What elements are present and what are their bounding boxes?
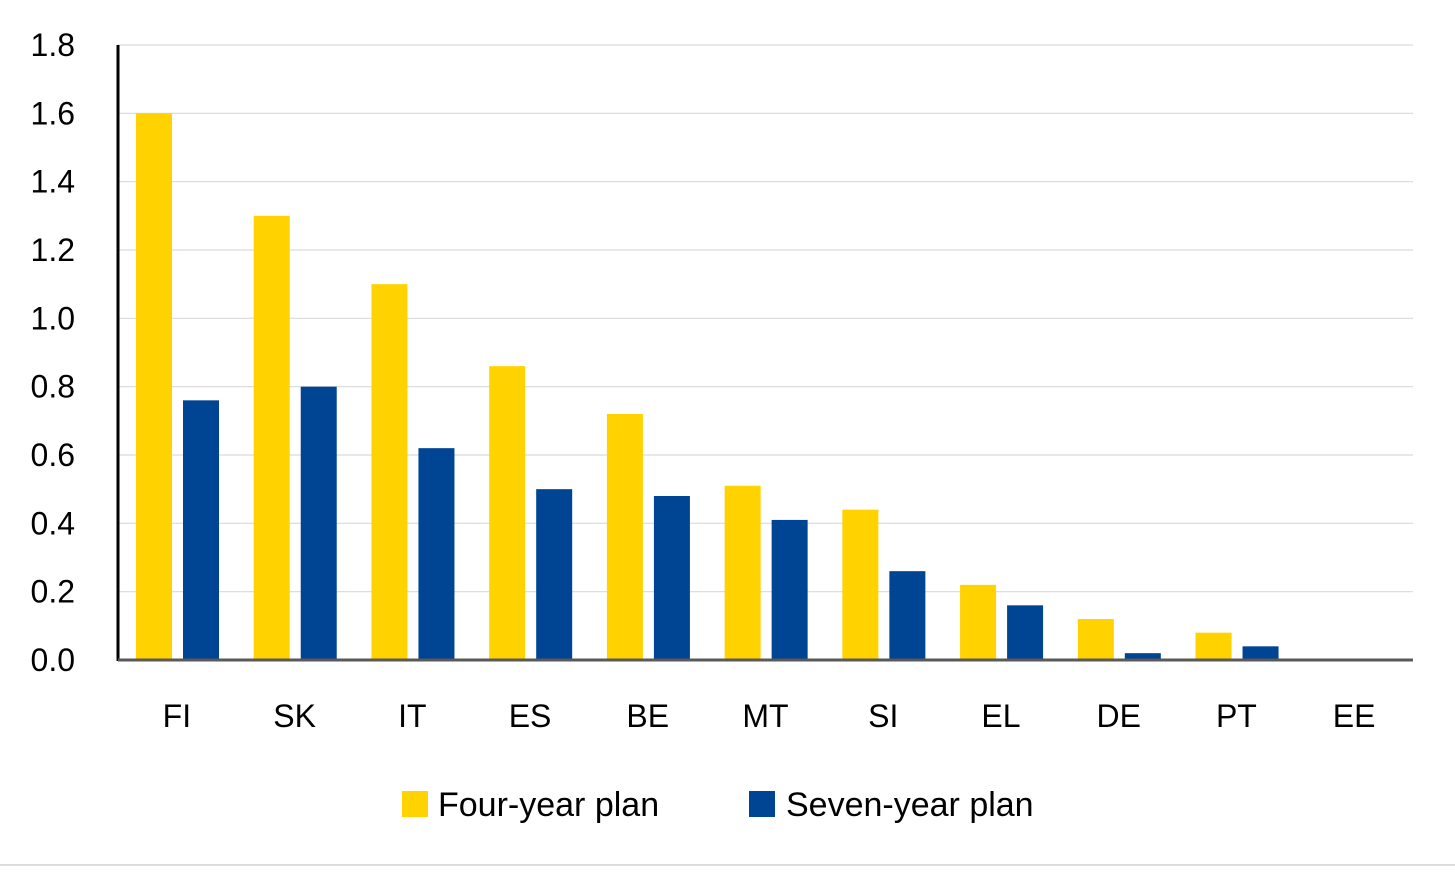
bar-mt-seven-year bbox=[771, 519, 808, 660]
x-tick-label-be: BE bbox=[626, 698, 669, 734]
x-tick-label-si: SI bbox=[868, 698, 898, 734]
y-tick-label: 0.2 bbox=[31, 574, 75, 610]
legend-label-seven-year: Seven-year plan bbox=[786, 786, 1034, 824]
x-tick-label-pt: PT bbox=[1216, 698, 1257, 734]
x-tick-label-el: EL bbox=[981, 698, 1020, 734]
x-tick-label-fi: FI bbox=[163, 698, 191, 734]
bar-mt-four-year bbox=[724, 485, 761, 660]
bar-es-seven-year bbox=[536, 489, 573, 660]
bar-it-four-year bbox=[371, 284, 408, 660]
y-tick-label: 0.4 bbox=[31, 505, 75, 541]
y-tick-label: 1.2 bbox=[31, 232, 75, 268]
bar-be-four-year bbox=[606, 414, 643, 660]
bar-be-seven-year bbox=[653, 496, 690, 660]
bar-es-four-year bbox=[489, 366, 526, 660]
x-tick-label-it: IT bbox=[398, 698, 426, 734]
y-tick-label: 0.8 bbox=[31, 369, 75, 405]
bar-fi-seven-year bbox=[183, 400, 219, 660]
y-tick-label: 1.4 bbox=[31, 164, 75, 200]
y-tick-label: 0.6 bbox=[31, 437, 75, 473]
legend-label-four-year: Four-year plan bbox=[438, 786, 659, 824]
bar-de-four-year bbox=[1077, 619, 1114, 660]
bar-pt-seven-year bbox=[1242, 646, 1279, 660]
bar-de-seven-year bbox=[1124, 653, 1161, 660]
x-tick-label-mt: MT bbox=[742, 698, 788, 734]
y-axis-tick-labels: 0.0 0.2 0.4 0.6 0.8 1.0 1.2 1.4 1.6 1.8 bbox=[31, 27, 75, 678]
x-tick-label-sk: SK bbox=[273, 698, 316, 734]
bar-si-seven-year bbox=[889, 571, 926, 660]
legend-swatch-four-year bbox=[402, 791, 428, 817]
bars bbox=[136, 113, 1279, 661]
legend: Four-year plan Seven-year plan bbox=[402, 786, 1034, 824]
x-axis-tick-labels: FI SK IT ES BE MT SI EL DE PT EE bbox=[163, 698, 1376, 734]
axes bbox=[0, 45, 1455, 866]
x-tick-label-ee: EE bbox=[1333, 698, 1376, 734]
y-tick-label: 1.6 bbox=[31, 95, 75, 131]
y-tick-label: 1.8 bbox=[31, 27, 75, 63]
x-tick-label-de: DE bbox=[1096, 698, 1140, 734]
y-tick-label: 0.0 bbox=[31, 642, 75, 678]
bar-it-seven-year bbox=[418, 448, 455, 660]
bar-pt-four-year bbox=[1195, 632, 1232, 660]
bar-fi-four-year bbox=[136, 113, 172, 661]
bar-el-seven-year bbox=[1007, 605, 1044, 660]
bar-sk-four-year bbox=[253, 215, 290, 661]
bar-sk-seven-year bbox=[300, 386, 337, 660]
bar-si-four-year bbox=[842, 509, 879, 660]
legend-swatch-seven-year bbox=[749, 791, 775, 817]
bar-el-four-year bbox=[960, 584, 997, 660]
y-tick-label: 1.0 bbox=[31, 300, 75, 336]
x-tick-label-es: ES bbox=[509, 698, 552, 734]
